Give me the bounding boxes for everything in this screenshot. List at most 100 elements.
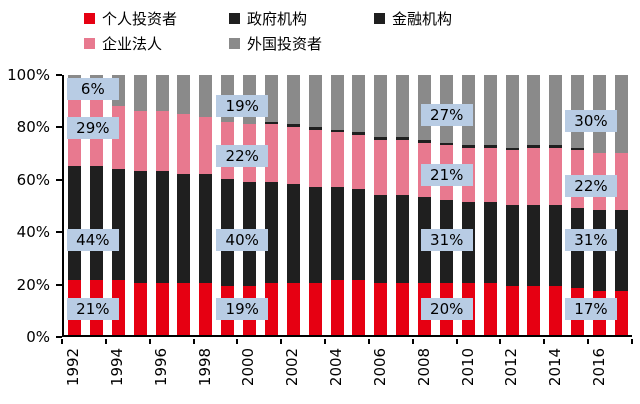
x-axis: 1992 1994 1996 1998 2000 2002 2004 2006 2008 2010… [61, 339, 633, 401]
bar-segment [133, 171, 147, 283]
legend-item: 金融机构 [374, 8, 519, 29]
annotation-callout: 6% [66, 78, 119, 101]
bar-segment [549, 285, 563, 335]
plot-area: 6% 29% 44% 21% 19% 22% 40% 19% 27% 21% 31% 20% 30% 22… [62, 75, 632, 337]
legend-swatch [229, 13, 240, 24]
annotation-callout: 30% [564, 109, 617, 132]
annotation-callout: 31% [564, 229, 617, 252]
x-tick [543, 339, 546, 344]
annotation-callout: 31% [420, 229, 473, 252]
bars [64, 75, 632, 335]
bar-segment [286, 124, 300, 128]
bar-segment [527, 145, 541, 148]
legend-label: 企业法人 [102, 35, 163, 53]
legend-item: 企业法人 [84, 33, 229, 54]
bar-2001 [264, 75, 278, 335]
bar-2007 [396, 75, 410, 335]
x-tick [192, 339, 195, 344]
bar-segment [264, 283, 278, 335]
bar-1997 [177, 75, 191, 335]
x-tick [61, 339, 63, 344]
x-tick [280, 339, 283, 344]
bar-segment [68, 166, 81, 281]
bar-segment [483, 147, 497, 203]
bar-segment [330, 132, 344, 187]
bar-segment [483, 75, 497, 146]
bar-2017 [614, 75, 628, 335]
bar-2014 [549, 75, 563, 335]
annotation-callout: 19% [216, 298, 269, 320]
bar-segment [374, 283, 388, 335]
annotation-callout: 40% [216, 229, 269, 252]
bar-2003 [308, 75, 322, 335]
x-tick-label: 2002 [283, 347, 302, 387]
bar-segment [155, 171, 169, 283]
bar-segment [505, 147, 519, 151]
x-tick-label: 2014 [546, 347, 565, 387]
annotation-callout: 44% [66, 229, 119, 252]
annotation-callout: 20% [420, 298, 473, 320]
x-tick [148, 339, 151, 344]
bar-segment [374, 194, 388, 283]
bar-segment [614, 210, 628, 291]
bar-segment [199, 75, 213, 117]
x-tick-label: 2012 [502, 347, 521, 387]
bar-2012 [505, 75, 519, 335]
y-tick [56, 178, 62, 181]
y-tick-label: 60% [16, 170, 50, 189]
x-tick [324, 339, 327, 344]
legend-swatch [229, 38, 240, 49]
bar-segment [483, 283, 497, 335]
x-tick-label: 2004 [327, 347, 346, 387]
legend-swatch [84, 13, 95, 24]
x-tick-label: 2008 [414, 347, 433, 387]
bar-segment [133, 111, 147, 172]
y-tick-label: 80% [16, 118, 50, 137]
bar-segment [483, 145, 497, 148]
bar-segment [89, 166, 103, 281]
bar-segment [177, 283, 191, 335]
bar-segment [396, 140, 410, 195]
bar-2013 [527, 75, 541, 335]
bar-segment [461, 145, 475, 148]
bar-segment [374, 140, 388, 195]
bar-1993 [89, 75, 103, 335]
bar-segment [155, 111, 169, 172]
bar-segment [352, 189, 366, 281]
bar-segment [330, 129, 344, 133]
bar-segment [352, 280, 366, 335]
bar-segment [177, 114, 191, 174]
bar-2004 [330, 75, 344, 335]
legend-row: 个人投资者 政府机构 金融机构 [84, 6, 519, 31]
bar-segment [330, 280, 344, 335]
bar-segment [286, 75, 300, 125]
bar-segment [418, 140, 431, 143]
bar-segment [614, 290, 628, 335]
bar-segment [505, 285, 519, 335]
annotation-callout: 21% [420, 164, 473, 187]
y-tick [56, 336, 62, 338]
bar-segment [264, 124, 278, 182]
legend-label: 政府机构 [247, 10, 308, 28]
bar-segment [308, 186, 322, 283]
legend-row: 企业法人 外国投资者 [84, 31, 519, 56]
x-tick-label: 2000 [239, 347, 258, 387]
bar-segment [111, 168, 125, 281]
y-tick-label: 100% [7, 66, 50, 84]
y-tick-label: 20% [16, 275, 50, 294]
bar-segment [286, 184, 300, 283]
bar-segment [396, 283, 410, 335]
x-tick [411, 339, 414, 344]
bar-segment [352, 134, 366, 190]
x-tick [455, 339, 458, 344]
annotation-callout: 17% [564, 298, 617, 320]
bar-segment [330, 75, 344, 130]
bar-segment [308, 75, 322, 128]
bar-segment [527, 147, 541, 206]
x-tick-label: 1994 [107, 347, 126, 387]
x-tick [236, 339, 239, 344]
legend-item: 个人投资者 [84, 8, 229, 29]
bar-segment [264, 121, 278, 125]
x-tick [631, 339, 633, 344]
